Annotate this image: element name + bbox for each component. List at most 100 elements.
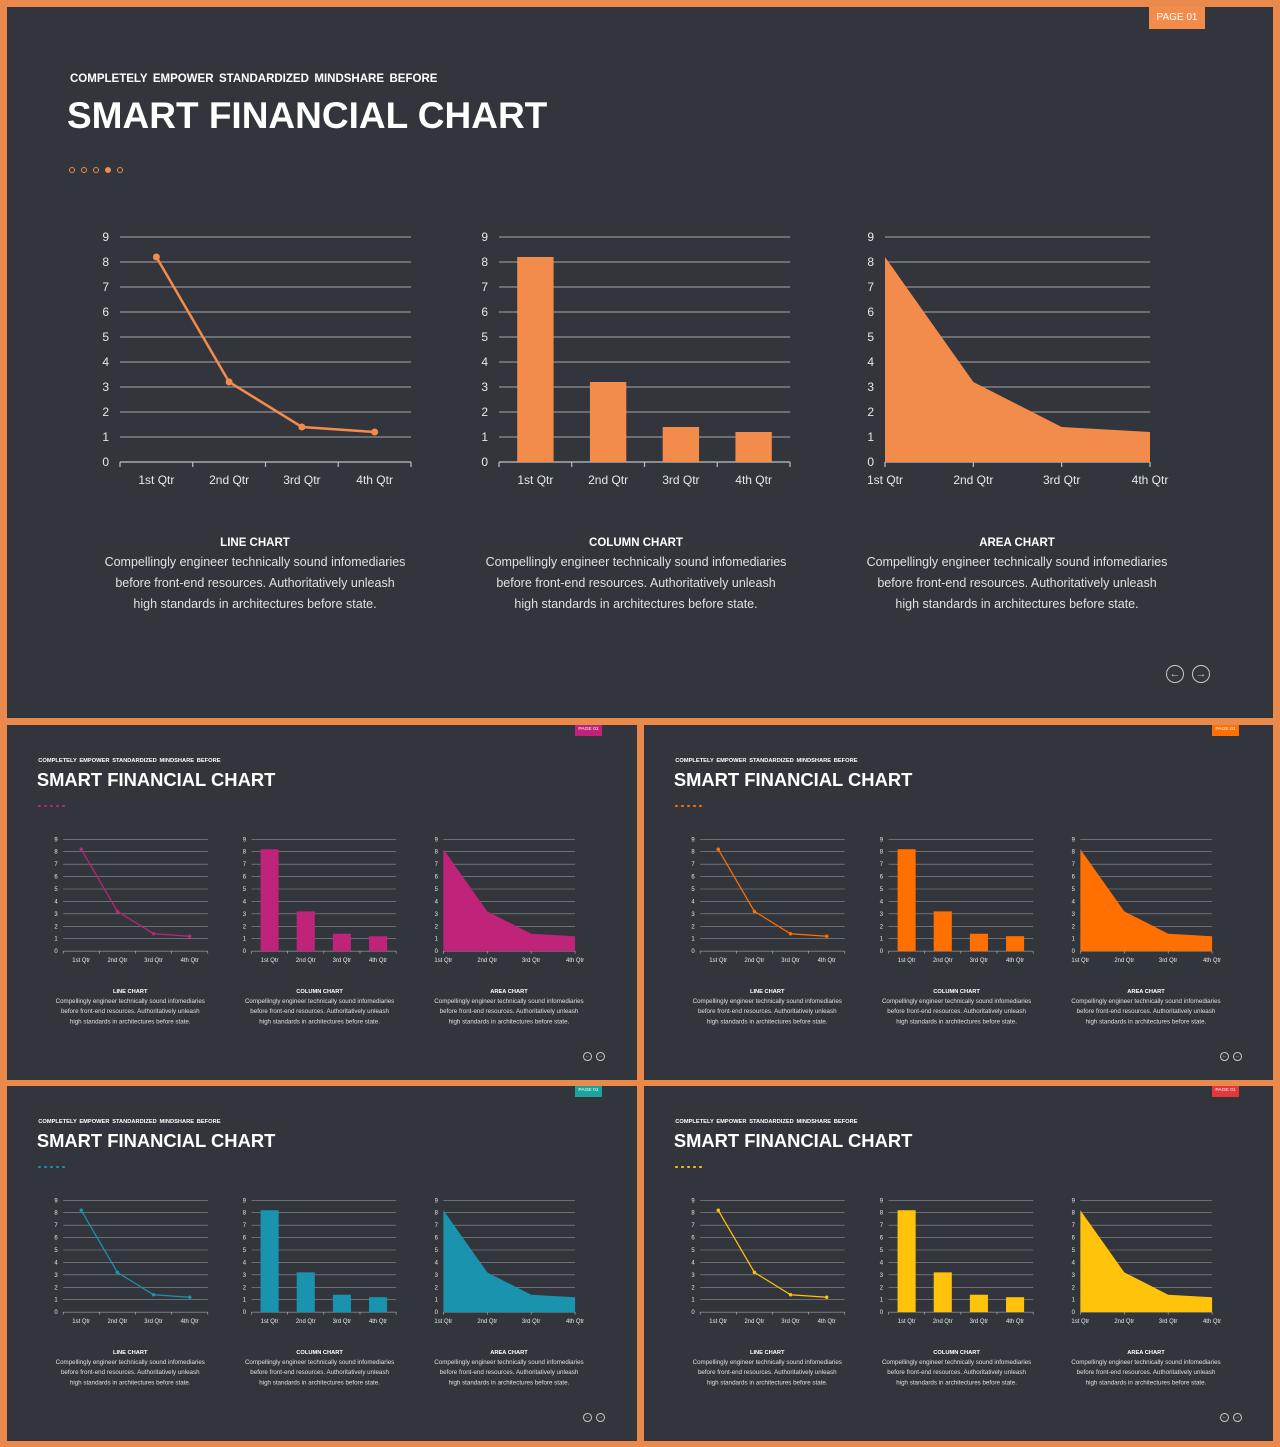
x-tick-label: 1st Qtr	[867, 473, 903, 487]
y-tick-label: 1	[880, 1298, 884, 1304]
y-tick-label: 6	[691, 1236, 695, 1242]
x-tick-label: 1st Qtr	[517, 473, 553, 487]
y-tick-label: 1	[435, 1298, 439, 1304]
line-series	[717, 1209, 827, 1298]
y-tick-label: 7	[243, 1223, 247, 1229]
arrow-left-circle-icon[interactable]: ←	[1220, 1413, 1229, 1422]
y-tick-label: 2	[1072, 924, 1076, 930]
y-tick-label: 1	[243, 937, 247, 943]
arrow-left-circle-icon[interactable]: ←	[583, 1052, 592, 1061]
x-tick-label: 3rd Qtr	[781, 1319, 800, 1325]
y-tick-label: 2	[691, 1285, 695, 1291]
y-tick-label: 1	[435, 937, 439, 943]
bar	[1006, 936, 1025, 952]
y-tick-label: 5	[435, 1248, 439, 1254]
charts-area: 0 1 2 3 4 5 6 7 8 9 1st Qtr 2nd Qtr 3rd Qtr 4th Qtr LI…	[691, 1198, 1221, 1387]
slide-yellow: PAGE 01 COMPLETELY EMPOWER STANDARDIZED M…	[644, 1086, 1273, 1441]
y-tick-label: 8	[867, 255, 874, 269]
x-tick-label: 3rd Qtr	[781, 958, 800, 964]
arrow-right-circle-icon[interactable]: →	[1192, 665, 1210, 683]
y-tick-label: 5	[880, 887, 884, 893]
caption-text: Compellingly engineer technically sound …	[434, 998, 583, 1005]
caption-text: before front-end resources. Authoritativ…	[698, 1008, 837, 1015]
area-series	[1080, 849, 1213, 952]
area-series	[443, 849, 576, 952]
progress-dot	[93, 167, 99, 173]
arrow-right-circle-icon[interactable]: →	[595, 1413, 605, 1422]
y-tick-label: 6	[880, 1236, 884, 1242]
page-badge: PAGE 01	[574, 725, 603, 736]
line-point	[151, 932, 156, 936]
y-tick-label: 5	[243, 887, 247, 893]
y-tick-label: 9	[54, 837, 58, 843]
y-tick-label: 8	[54, 1211, 58, 1217]
bar	[369, 936, 388, 952]
y-tick-label: 6	[880, 875, 884, 881]
line-series	[80, 848, 190, 937]
progress-dot	[674, 1165, 678, 1169]
caption-text: Compellingly engineer technically sound …	[882, 1359, 1031, 1366]
y-tick-label: 5	[691, 1248, 695, 1254]
arrow-left-circle-icon[interactable]: ←	[1220, 1052, 1229, 1061]
y-tick-label: 9	[1072, 837, 1076, 843]
line-point	[79, 1208, 83, 1212]
caption-text: before front-end resources. Authoritativ…	[61, 1008, 200, 1015]
bar	[897, 1210, 916, 1313]
arrow-left-circle-icon[interactable]: ←	[1166, 665, 1184, 683]
caption-text: high standards in architectures before s…	[896, 1380, 1017, 1387]
arrow-right-circle-icon[interactable]: →	[595, 1052, 605, 1061]
page-badge: PAGE 01	[1211, 1086, 1240, 1097]
progress-dot	[55, 804, 59, 808]
x-tick-label: 1st Qtr	[434, 1319, 452, 1325]
y-tick-label: 3	[1072, 912, 1076, 918]
caption-text: before front-end resources. Authoritativ…	[250, 1008, 389, 1015]
y-tick-label: 3	[435, 1273, 439, 1279]
y-tick-label: 3	[435, 912, 439, 918]
x-tick-label: 2nd Qtr	[744, 958, 764, 964]
x-tick-label: 4th Qtr	[356, 473, 393, 487]
caption-text: high standards in architectures before s…	[259, 1380, 380, 1387]
slide-magenta: PAGE 01 COMPLETELY EMPOWER STANDARDIZED M…	[7, 725, 637, 1080]
y-tick-label: 2	[1072, 1285, 1076, 1291]
line-point	[752, 909, 757, 914]
y-tick-label: 0	[1072, 1310, 1076, 1316]
bar-chart: 0 1 2 3 4 5 6 7 8 9 1st Qtr 2nd Qtr 3rd Qtr 4th Qtr	[880, 1198, 1034, 1325]
y-tick-label: 1	[880, 937, 884, 943]
area-series	[1080, 1210, 1213, 1313]
caption-heading: AREA CHART	[490, 1350, 528, 1356]
y-tick-label: 5	[54, 887, 58, 893]
arrow-left-circle-icon[interactable]: ←	[583, 1413, 592, 1422]
bar-chart: 0 1 2 3 4 5 6 7 8 9 1st Qtr 2nd Qtr 3rd Qtr 4th Qtr	[243, 1198, 397, 1325]
progress-dots-icon	[69, 167, 123, 173]
arrow-right-circle-icon[interactable]: →	[1232, 1052, 1242, 1061]
line-point	[716, 1208, 720, 1212]
y-tick-label: 9	[1072, 1198, 1076, 1204]
line-point	[298, 423, 306, 431]
line-chart: 0 1 2 3 4 5 6 7 8 9 1st Qtr 2nd Qtr 3rd Qtr 4th Qtr	[54, 1198, 209, 1325]
arrow-right-circle-icon[interactable]: →	[1232, 1413, 1242, 1422]
caption-text: before front-end resources. Authoritativ…	[440, 1369, 579, 1376]
page-badge: PAGE 01	[574, 1086, 603, 1097]
caption-text: high standards in architectures before s…	[133, 597, 376, 611]
line-point	[115, 1270, 120, 1275]
x-tick-label: 2nd Qtr	[933, 958, 953, 964]
progress-dot	[61, 1165, 65, 1169]
y-tick-label: 4	[1072, 1260, 1076, 1266]
x-tick-label: 2nd Qtr	[953, 473, 993, 487]
y-tick-label: 9	[243, 1198, 247, 1204]
x-tick-label: 1st Qtr	[709, 1319, 727, 1325]
caption-text: before front-end resources. Authoritativ…	[250, 1369, 389, 1376]
charts-area: 0 1 2 3 4 5 6 7 8 9 1st Qtr 2nd Qtr 3rd Qtr 4th Qtr LI…	[691, 837, 1221, 1025]
slide-title: SMART FINANCIAL CHART	[36, 1129, 276, 1151]
line-point	[788, 932, 793, 936]
caption-text: high standards in architectures before s…	[707, 1380, 828, 1387]
y-tick-label: 6	[54, 875, 58, 881]
y-tick-label: 0	[243, 949, 247, 955]
slide-navigation: ← →	[1220, 1413, 1242, 1422]
y-tick-label: 9	[880, 1198, 884, 1204]
y-tick-label: 7	[102, 280, 109, 294]
caption-heading: AREA CHART	[1127, 1350, 1165, 1356]
y-tick-label: 2	[880, 1285, 884, 1291]
caption-text: before front-end resources. Authoritativ…	[698, 1369, 837, 1376]
caption-text: high standards in architectures before s…	[449, 1380, 570, 1387]
